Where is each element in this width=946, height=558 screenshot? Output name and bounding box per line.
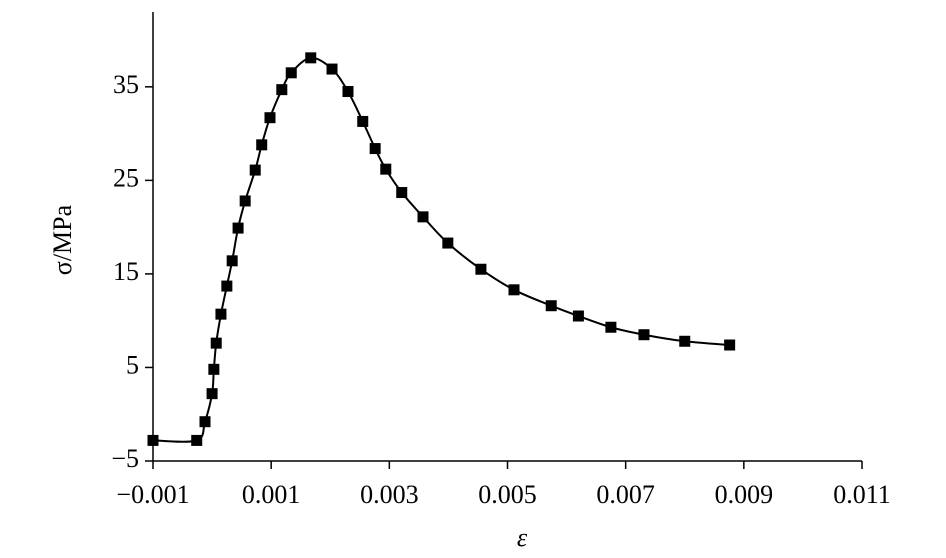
marker xyxy=(679,335,691,347)
x-tick-label: 0.001 xyxy=(242,480,301,509)
marker xyxy=(206,388,218,400)
marker xyxy=(342,86,354,98)
x-tick-label: −0.001 xyxy=(116,480,189,509)
marker xyxy=(357,115,369,127)
marker xyxy=(226,255,238,267)
marker xyxy=(545,300,557,312)
marker xyxy=(208,363,220,375)
marker xyxy=(256,139,268,151)
marker xyxy=(326,63,338,75)
marker xyxy=(285,67,297,79)
marker xyxy=(396,187,408,199)
y-tick-label: 25 xyxy=(113,163,139,192)
y-tick-label: 15 xyxy=(113,257,139,286)
x-tick-label: 0.005 xyxy=(478,480,537,509)
marker xyxy=(191,434,203,446)
marker xyxy=(215,308,227,320)
marker xyxy=(264,112,276,124)
x-tick-label: 0.011 xyxy=(833,480,891,509)
marker xyxy=(638,329,650,341)
marker xyxy=(508,284,520,296)
y-axis-label: σ/MPa xyxy=(48,204,77,275)
marker xyxy=(221,280,233,292)
marker xyxy=(724,339,736,351)
line xyxy=(152,56,730,443)
marker xyxy=(210,337,222,349)
marker xyxy=(442,237,454,249)
marker xyxy=(417,211,429,223)
marker xyxy=(232,222,244,234)
marker xyxy=(369,143,381,155)
y-tick-label: 35 xyxy=(113,70,139,99)
marker xyxy=(380,163,392,175)
marker xyxy=(147,434,159,446)
x-axis-label: ε xyxy=(517,523,528,552)
marker xyxy=(249,164,261,176)
x-tick-label: 0.003 xyxy=(360,480,419,509)
y-tick-label: 5 xyxy=(126,350,139,379)
marker xyxy=(305,52,317,64)
y-tick-label: −5 xyxy=(111,444,139,473)
x-tick-label: 0.009 xyxy=(715,480,774,509)
marker xyxy=(276,84,288,96)
marker xyxy=(239,195,251,207)
marker xyxy=(199,416,211,428)
marker xyxy=(605,321,617,333)
marker xyxy=(475,263,487,275)
marker xyxy=(572,310,584,322)
x-tick-label: 0.007 xyxy=(596,480,655,509)
